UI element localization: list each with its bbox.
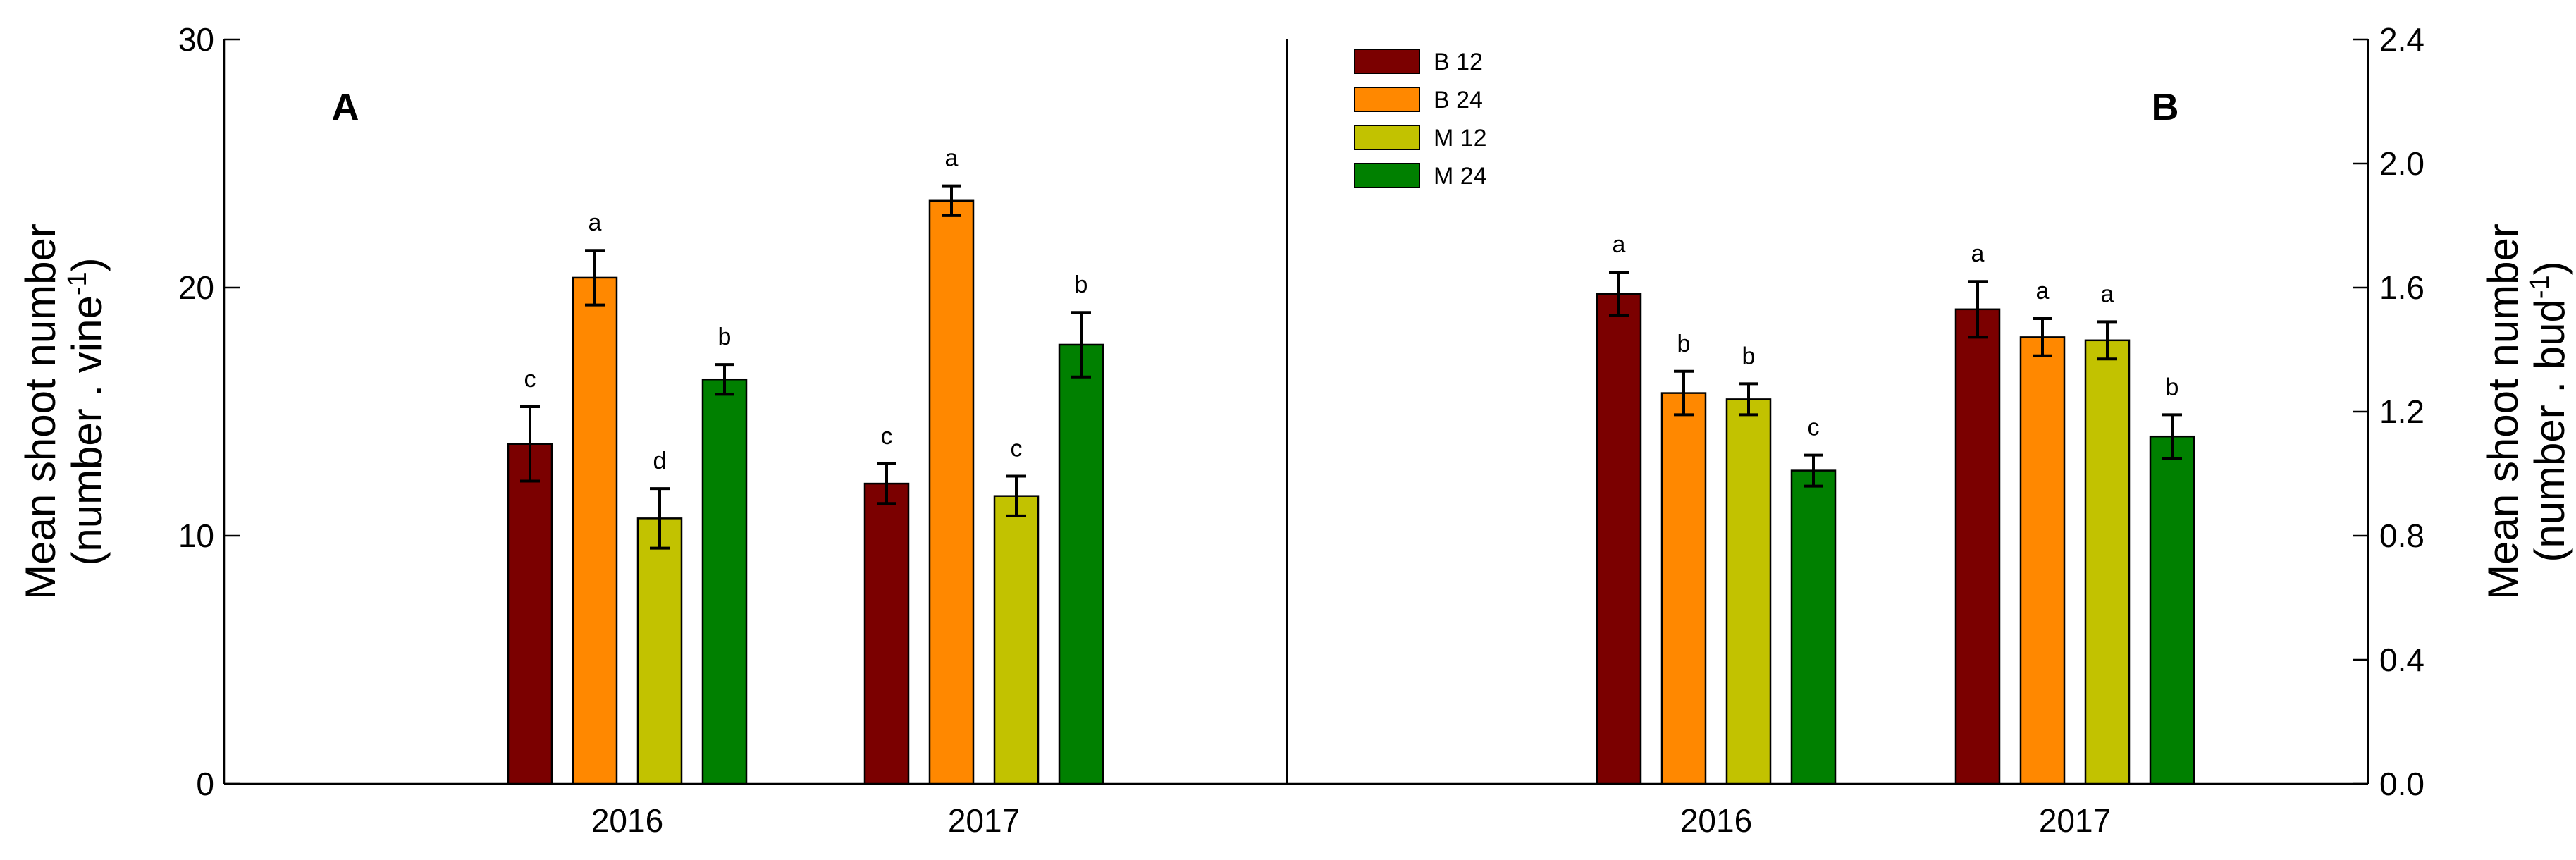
significance-letter: c	[1808, 414, 1820, 441]
x-tick-label: 2017	[2039, 802, 2111, 839]
bar	[1660, 392, 1707, 785]
legend-swatch	[1354, 163, 1420, 188]
significance-letter: a	[2101, 281, 2114, 307]
legend-label: M 24	[1434, 163, 1487, 190]
y-axis-unit-close: )	[2526, 261, 2573, 275]
y-tick-label-right: 2.0	[2379, 145, 2424, 182]
bar	[1596, 293, 1642, 785]
y-axis-unit-close: )	[63, 257, 111, 271]
bar	[636, 517, 683, 785]
significance-letter: a	[1613, 231, 1626, 258]
significance-letter: b	[1742, 343, 1756, 369]
significance-letter: a	[1971, 240, 1985, 267]
y-tick-label-left: 10	[178, 517, 214, 554]
significance-letter: d	[653, 448, 667, 474]
y-axis-unit-text: (number . vine	[63, 295, 111, 566]
significance-letter: b	[1075, 271, 1088, 298]
bar	[863, 482, 910, 785]
bar	[1058, 343, 1104, 785]
legend-swatch	[1354, 125, 1420, 150]
significance-letter: a	[2036, 278, 2050, 305]
significance-letter: a	[945, 145, 959, 172]
bar	[1954, 308, 2001, 785]
y-tick-label-left: 0	[196, 766, 214, 802]
significance-letter: b	[2166, 374, 2179, 400]
y-axis-unit-superscript: -1	[63, 271, 92, 295]
y-axis-unit-text: (number . bud	[2526, 299, 2573, 563]
significance-letter: b	[718, 324, 732, 350]
legend-label: B 24	[1434, 87, 1483, 113]
x-tick-label: 2017	[948, 802, 1020, 839]
y-axis-unit-superscript: -1	[2525, 275, 2555, 299]
chart-marks	[507, 184, 2195, 785]
y-tick-label-right: 1.2	[2379, 393, 2424, 430]
legend-swatch	[1354, 87, 1420, 112]
bar	[2084, 339, 2131, 785]
y-tick-label-right: 0.8	[2379, 517, 2424, 554]
panel-letter-B: B	[2152, 86, 2179, 128]
y-axis-title: Mean shoot number	[17, 223, 64, 600]
y-tick-label-right: 1.6	[2379, 269, 2424, 306]
bar	[572, 276, 618, 785]
y-tick-label-right: 2.4	[2379, 21, 2424, 58]
legend-label: M 12	[1434, 125, 1487, 152]
bar	[2149, 435, 2195, 785]
bar	[2019, 336, 2066, 785]
significance-letter: c	[881, 423, 893, 450]
y-tick-label-left: 20	[178, 269, 214, 306]
chart-labels: 0 10 20 30 2016 2017 Ac c a a d c b b Mean shoot numbe…	[17, 21, 2573, 839]
bar	[507, 443, 553, 785]
legend-label: B 12	[1434, 49, 1483, 75]
y-axis-unit: (number . vine-1)	[63, 257, 111, 565]
x-tick-label: 2016	[591, 802, 663, 839]
y-axis-title: Mean shoot number	[2479, 223, 2527, 600]
significance-letter: a	[588, 209, 602, 236]
legend-swatch	[1354, 49, 1420, 74]
y-axis-title-group: Mean shoot number (number . vine-1)	[17, 223, 111, 600]
y-axis-unit: (number . bud-1)	[2525, 261, 2573, 562]
y-tick-label-right: 0.0	[2379, 766, 2424, 802]
significance-letter: b	[1677, 331, 1691, 357]
bar	[928, 199, 975, 785]
y-tick-label-right: 0.4	[2379, 641, 2424, 678]
bar	[1725, 398, 1772, 785]
y-tick-label-left: 30	[178, 21, 214, 58]
significance-letter: c	[1011, 436, 1023, 462]
bar	[993, 495, 1040, 785]
x-tick-label: 2016	[1680, 802, 1752, 839]
chart-legend: B 12 B 24 M 12 M 24	[1354, 49, 1487, 190]
bar	[701, 378, 748, 785]
y-axis-title-group: Mean shoot number (number . bud-1)	[2479, 223, 2573, 600]
panel-letter-A: A	[332, 86, 359, 128]
bar	[1790, 469, 1837, 785]
significance-letter: c	[524, 366, 536, 393]
